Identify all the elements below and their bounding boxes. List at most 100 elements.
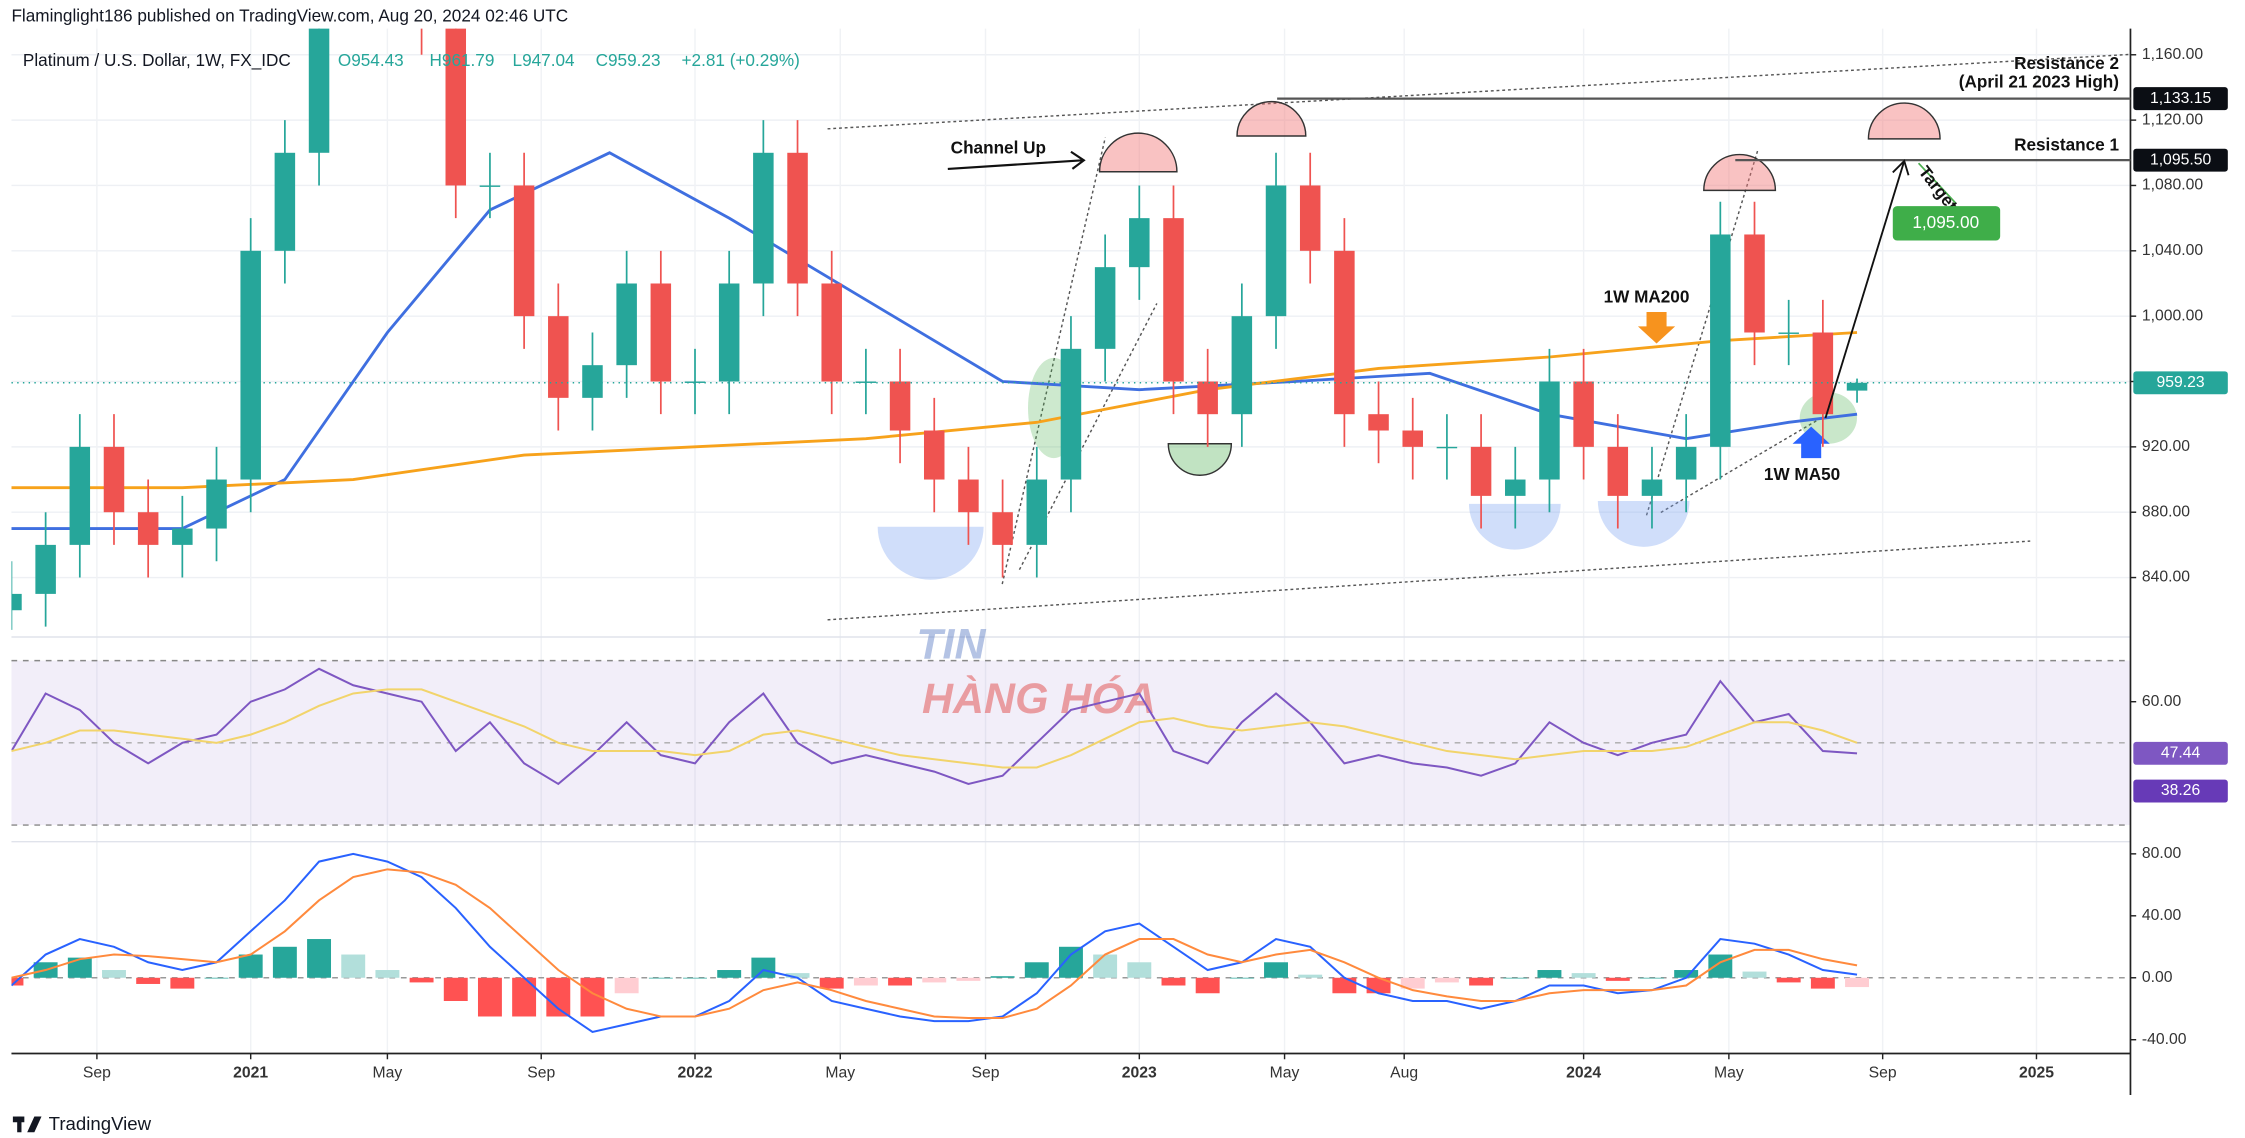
histogram-bar xyxy=(102,970,126,978)
candle-body xyxy=(1163,218,1184,382)
histogram-bar xyxy=(238,954,263,978)
histogram-bar xyxy=(1434,977,1459,983)
channel-line xyxy=(827,540,2031,621)
top-arc xyxy=(1867,102,1941,140)
candle-body xyxy=(240,250,261,480)
histogram-bar xyxy=(307,939,332,978)
bottom-arc xyxy=(1167,443,1233,476)
series-line xyxy=(11,688,1858,769)
candle-body xyxy=(1846,382,1868,391)
histogram-bar xyxy=(1674,970,1699,978)
candle-body xyxy=(308,28,330,153)
candle-body xyxy=(69,446,91,545)
candle-body xyxy=(445,28,467,186)
y-tick-label: 920.00 xyxy=(2142,438,2190,455)
candle-body xyxy=(1265,185,1287,317)
legend-change: +2.81 (+0.29%) xyxy=(682,50,800,70)
annotation: Channel Up xyxy=(951,137,1046,157)
top-arc xyxy=(1098,132,1178,173)
channel-line xyxy=(1660,417,1822,514)
histogram-bar xyxy=(1810,977,1835,989)
x-tick-label: May xyxy=(825,1065,855,1082)
x-tick-label: Aug xyxy=(1390,1065,1418,1082)
candle-body xyxy=(958,479,979,513)
y-tick-label: 40.00 xyxy=(2142,907,2182,924)
target-label: 1,095.00 xyxy=(1912,212,1979,232)
candle-body xyxy=(1060,348,1082,480)
histogram-bar xyxy=(1708,954,1733,978)
histogram-bar xyxy=(580,977,605,1017)
ma50-arrow xyxy=(1792,426,1830,459)
target-line xyxy=(1917,162,1957,204)
top-arc xyxy=(1236,100,1307,137)
histogram-bar xyxy=(1298,974,1323,978)
x-tick-label: Sep xyxy=(972,1065,1000,1082)
histogram-bar xyxy=(922,977,947,983)
candle-body xyxy=(1505,479,1526,496)
histogram-bar xyxy=(375,970,400,978)
arrow xyxy=(947,159,1083,170)
series-line xyxy=(11,868,1858,1020)
resistance-note: (April 21 2023 High) xyxy=(1959,71,2119,91)
histogram-bar xyxy=(409,977,434,983)
candle-body xyxy=(1675,446,1697,480)
ma-label: 1W MA50 xyxy=(1764,464,1840,484)
candle-body xyxy=(513,185,535,317)
candle-body xyxy=(1539,381,1560,480)
histogram-bar xyxy=(614,977,639,994)
histogram-bar xyxy=(1845,977,1870,988)
y-tick-label: 880.00 xyxy=(2142,503,2190,520)
legend-close: C959.23 xyxy=(596,50,661,70)
value-tag-label: 47.44 xyxy=(2161,745,2201,762)
target-box xyxy=(1892,206,2001,241)
channel-line xyxy=(1018,303,1158,571)
histogram-bar xyxy=(443,977,468,1001)
footer-brand: TradingView xyxy=(49,1113,152,1134)
histogram-bar xyxy=(1058,946,1083,978)
candle-body xyxy=(1744,234,1765,333)
candle-body xyxy=(1334,250,1355,415)
x-tick-label: Sep xyxy=(83,1065,111,1082)
value-tag-label: 38.26 xyxy=(2161,782,2201,799)
candle-body xyxy=(1641,479,1663,496)
candle-body xyxy=(172,528,193,545)
ma200-arrow xyxy=(1637,312,1676,344)
last-price-label: 959.23 xyxy=(2156,374,2204,391)
candle-body xyxy=(1573,381,1594,447)
histogram-bar xyxy=(1161,977,1186,986)
candle-body xyxy=(1470,446,1492,496)
candle-body xyxy=(1129,218,1150,268)
candle-body xyxy=(1607,446,1629,496)
value-tag xyxy=(2133,779,2228,803)
candle-body xyxy=(1094,267,1116,349)
histogram-bar xyxy=(1605,977,1630,981)
histogram-bar xyxy=(1366,977,1391,994)
histogram-bar xyxy=(888,977,913,986)
candle-body xyxy=(1231,316,1253,415)
bottom-arc xyxy=(1597,501,1690,547)
histogram-bar xyxy=(67,957,92,978)
histogram-bar xyxy=(1537,970,1562,978)
histogram-bar xyxy=(1571,973,1596,978)
candle-body xyxy=(821,283,842,382)
last-price-tag xyxy=(2133,371,2228,395)
channel-line xyxy=(1645,148,1759,516)
value-tag xyxy=(2133,741,2228,765)
candle-body xyxy=(889,381,911,431)
histogram-bar xyxy=(204,977,229,979)
candle-body xyxy=(1812,332,1834,415)
candle-body xyxy=(616,283,637,366)
histogram-bar xyxy=(990,976,1015,978)
x-tick-label: May xyxy=(373,1065,403,1082)
histogram-bar xyxy=(648,977,673,979)
histogram-bar xyxy=(11,977,24,986)
histogram-bar xyxy=(512,977,537,1017)
candle-body xyxy=(992,512,1013,545)
candle-body xyxy=(548,316,569,398)
histogram-bar xyxy=(1024,962,1049,978)
y-tick-label: 1,120.00 xyxy=(2142,111,2204,128)
y-tick-label: 60.00 xyxy=(2142,693,2182,710)
top-arc xyxy=(1703,153,1777,192)
